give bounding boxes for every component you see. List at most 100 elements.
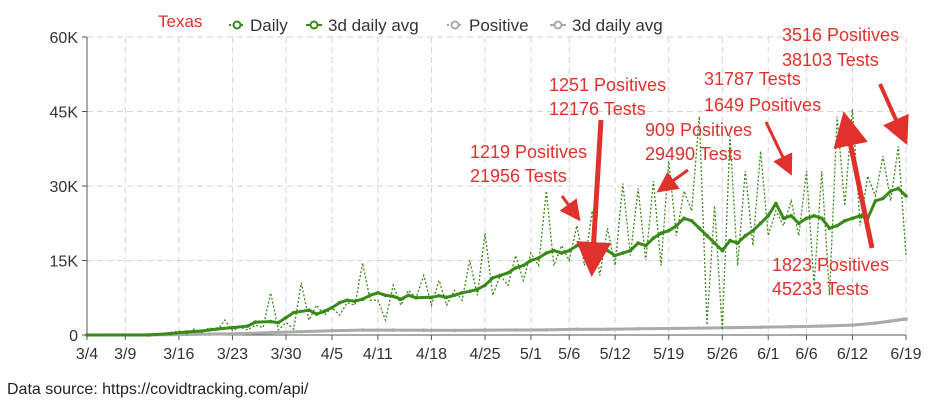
data-point bbox=[651, 236, 656, 240]
data-point bbox=[200, 329, 204, 333]
data-point bbox=[850, 323, 855, 327]
x-tick-label: 5/1 bbox=[520, 346, 542, 363]
data-point bbox=[330, 328, 334, 333]
data-source-note: Data source: https://covidtracking.com/a… bbox=[7, 381, 309, 398]
data-point bbox=[873, 199, 878, 203]
annotation-5-line-2: 45233 Tests bbox=[772, 279, 869, 299]
annotation-2-line-1: 1251 Positives bbox=[549, 75, 666, 95]
data-point bbox=[758, 325, 763, 330]
y-tick-label: 60K bbox=[50, 30, 79, 47]
data-point bbox=[789, 214, 793, 218]
data-point bbox=[636, 241, 640, 245]
annotation-1-line-2: 21956 Tests bbox=[470, 166, 567, 186]
data-point bbox=[391, 328, 396, 332]
annotation-3-line-1: 909 Positives bbox=[645, 120, 752, 140]
legend-marker-positive-3d-avg bbox=[553, 20, 563, 30]
data-point bbox=[368, 293, 373, 298]
data-point bbox=[483, 283, 487, 288]
data-point bbox=[299, 329, 304, 334]
data-point bbox=[360, 297, 365, 302]
data-point bbox=[444, 295, 449, 300]
data-point bbox=[406, 293, 411, 298]
data-point bbox=[582, 244, 587, 249]
series-line bbox=[86, 317, 907, 337]
x-tick-label: 5/12 bbox=[600, 346, 631, 363]
annotation-4-line-2: 1649 Positives bbox=[704, 95, 821, 115]
data-point bbox=[391, 294, 396, 299]
data-point bbox=[858, 214, 862, 218]
data-point bbox=[184, 330, 189, 334]
x-tick-label: 5/6 bbox=[558, 346, 580, 363]
data-point bbox=[827, 226, 832, 230]
x-tick-label: 3/4 bbox=[76, 346, 98, 363]
data-point bbox=[758, 221, 763, 226]
annotation-2-arrow bbox=[576, 119, 612, 277]
data-point bbox=[689, 219, 694, 223]
x-tick-label: 6/19 bbox=[890, 346, 921, 363]
data-point bbox=[896, 186, 901, 191]
data-point bbox=[552, 248, 556, 253]
data-point bbox=[559, 251, 564, 255]
legend-marker-positive bbox=[450, 20, 460, 30]
legend-item-positive[interactable]: Positive bbox=[447, 16, 529, 35]
legend-item-3d-avg[interactable]: 3d daily avg bbox=[306, 16, 419, 35]
legend-label-daily: Daily bbox=[250, 16, 288, 35]
data-point bbox=[659, 231, 663, 235]
x-tick-label: 4/11 bbox=[363, 346, 393, 363]
data-point bbox=[291, 310, 296, 315]
data-point bbox=[230, 325, 235, 330]
data-point bbox=[705, 233, 709, 238]
series-layer bbox=[85, 108, 908, 337]
data-point bbox=[429, 295, 434, 300]
data-point bbox=[621, 251, 625, 255]
x-tick-label: 4/5 bbox=[321, 346, 343, 363]
annotations: 1219 Positives 21956 Tests 1251 Positive… bbox=[470, 25, 909, 299]
x-tick-label: 6/6 bbox=[795, 346, 817, 363]
annotation-6-arrow bbox=[878, 83, 909, 146]
data-point bbox=[728, 325, 732, 330]
data-point bbox=[360, 328, 365, 332]
data-point bbox=[276, 320, 281, 325]
legend-label-3d-avg: 3d daily avg bbox=[328, 16, 419, 35]
x-tick-label: 6/12 bbox=[837, 346, 868, 363]
data-point bbox=[712, 241, 717, 245]
data-point bbox=[613, 253, 617, 258]
data-point bbox=[483, 328, 487, 332]
data-point bbox=[751, 228, 755, 233]
data-point bbox=[904, 317, 908, 321]
data-point bbox=[85, 333, 89, 337]
data-point bbox=[529, 258, 533, 263]
data-point bbox=[383, 293, 388, 298]
annotation-3-line-2: 29490 Tests bbox=[645, 144, 742, 164]
data-point bbox=[774, 201, 778, 206]
data-point bbox=[169, 331, 173, 336]
data-point bbox=[575, 243, 579, 248]
data-point bbox=[644, 243, 648, 248]
data-point bbox=[820, 324, 824, 328]
data-point bbox=[399, 297, 403, 302]
annotation-4-line-1: 31787 Tests bbox=[704, 69, 801, 89]
annotation-4-arrow bbox=[764, 121, 793, 176]
legend-label-positive: Positive bbox=[469, 16, 529, 35]
y-tick-label: 15K bbox=[50, 254, 79, 271]
annotation-2-line-2: 12176 Tests bbox=[549, 99, 646, 119]
data-point bbox=[490, 276, 495, 280]
legend[interactable]: Texas Daily 3d daily avg Positive 3d dai… bbox=[158, 12, 663, 35]
x-tick-label: 5/19 bbox=[653, 346, 684, 363]
data-point bbox=[697, 326, 702, 330]
x-tick-label: 4/18 bbox=[416, 346, 447, 363]
annotation-1-arrow bbox=[559, 195, 581, 222]
data-point bbox=[567, 248, 571, 253]
y-tick-label: 30K bbox=[50, 179, 79, 196]
data-point bbox=[467, 289, 472, 294]
data-point bbox=[414, 296, 418, 300]
data-point bbox=[268, 319, 273, 324]
legend-item-positive-3d-avg[interactable]: 3d daily avg bbox=[550, 16, 663, 35]
data-point bbox=[284, 315, 288, 320]
data-point bbox=[353, 299, 357, 304]
data-point bbox=[475, 287, 480, 292]
data-point bbox=[460, 291, 464, 295]
data-point bbox=[888, 319, 893, 323]
legend-item-daily[interactable]: Daily bbox=[229, 16, 288, 35]
annotation-3-arrow bbox=[656, 168, 689, 193]
